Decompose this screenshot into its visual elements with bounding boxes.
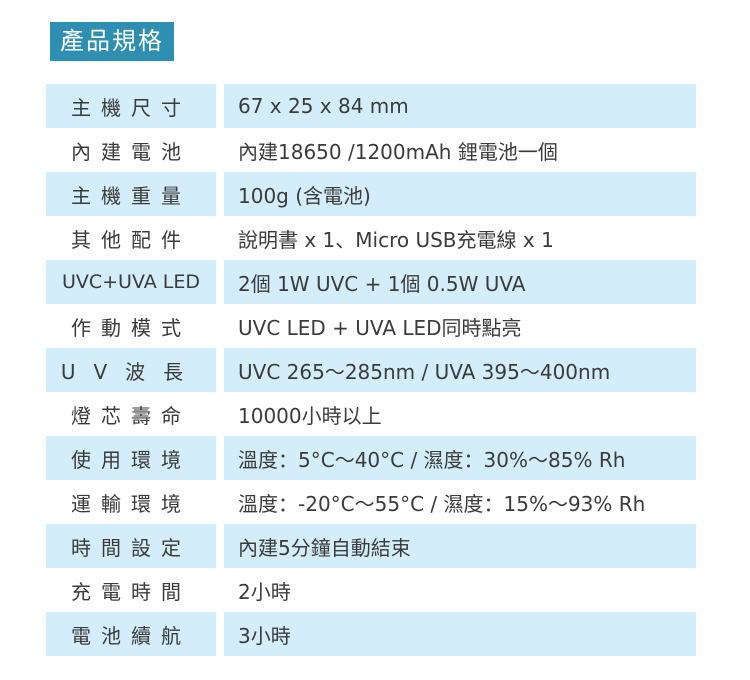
spec-row: UVC+UVA LED 2個 1W UVC + 1個 0.5W UVA [46,260,696,304]
spec-label: 燈芯壽命 [71,403,191,428]
spec-label: 時間設定 [46,524,216,568]
spec-label: 作動模式 [71,315,191,340]
spec-row: 內建電池 內建18650 /1200mAh 鋰電池一個 [46,128,696,172]
spec-value: 內建5分鐘自動結束 [224,524,696,568]
spec-table: 主機尺寸 67 x 25 x 84 mm 內建電池 內建18650 /1200m… [46,84,696,656]
spec-label: 充電時間 [71,579,191,604]
spec-row: 燈芯壽命 10000小時以上 [46,392,696,436]
spec-value: 3小時 [224,612,696,656]
spec-value: 2小時 [238,579,291,604]
spec-row: 電池續航 3小時 [46,612,696,656]
spec-label: UVC+UVA LED [46,260,216,304]
cell-gap [216,128,224,172]
spec-row: 充電時間 2小時 [46,568,696,612]
spec-label: UV波長 [46,348,216,392]
spec-row: 主機尺寸 67 x 25 x 84 mm [46,84,696,128]
cell-gap [216,568,224,612]
spec-row: 作動模式 UVC LED + UVA LED同時點亮 [46,304,696,348]
cell-gap [216,612,224,656]
spec-label: 內建電池 [71,139,191,164]
cell-gap [216,480,224,524]
cell-gap [216,260,224,304]
spec-value: 說明書 x 1、Micro USB充電線 x 1 [238,227,554,252]
cell-gap [216,304,224,348]
spec-value: 10000小時以上 [238,403,382,428]
spec-label: 主機重量 [46,172,216,216]
spec-row: 運輸環境 溫度：-20°C～55°C / 濕度：15%～93% Rh [46,480,696,524]
cell-gap [216,84,224,128]
spec-value: 100g (含電池) [224,172,696,216]
spec-value: 溫度：-20°C～55°C / 濕度：15%～93% Rh [238,491,646,516]
spec-label: 其他配件 [71,227,191,252]
cell-gap [216,436,224,480]
cell-gap [216,348,224,392]
spec-row: 使用環境 溫度：5°C～40°C / 濕度：30%～85% Rh [46,436,696,480]
spec-value: 內建18650 /1200mAh 鋰電池一個 [238,139,558,164]
spec-row: UV波長 UVC 265～285nm / UVA 395～400nm [46,348,696,392]
spec-row: 其他配件 說明書 x 1、Micro USB充電線 x 1 [46,216,696,260]
cell-gap [216,392,224,436]
spec-label: 電池續航 [46,612,216,656]
spec-label: 主機尺寸 [46,84,216,128]
cell-gap [216,524,224,568]
cell-gap [216,172,224,216]
spec-row: 時間設定 內建5分鐘自動結束 [46,524,696,568]
spec-value: UVC 265～285nm / UVA 395～400nm [224,348,696,392]
spec-label: 使用環境 [46,436,216,480]
spec-value: UVC LED + UVA LED同時點亮 [238,315,522,340]
section-title: 產品規格 [50,22,174,61]
spec-value: 2個 1W UVC + 1個 0.5W UVA [224,260,696,304]
spec-value: 67 x 25 x 84 mm [224,84,696,128]
spec-label: 運輸環境 [71,491,191,516]
spec-value: 溫度：5°C～40°C / 濕度：30%～85% Rh [224,436,696,480]
cell-gap [216,216,224,260]
spec-row: 主機重量 100g (含電池) [46,172,696,216]
